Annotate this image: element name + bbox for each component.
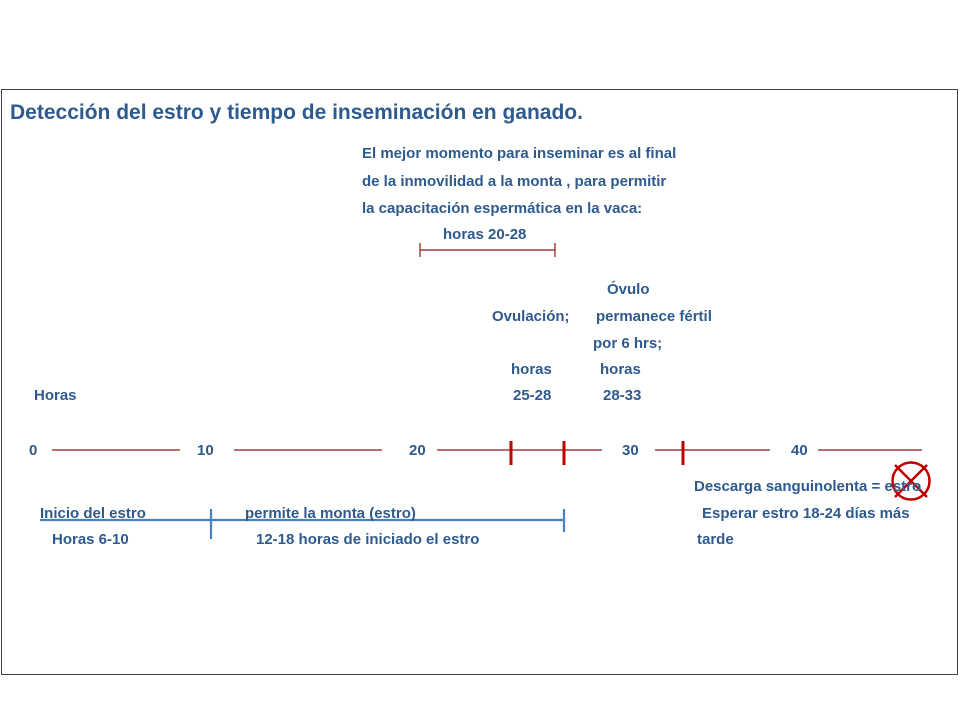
slide-frame <box>1 89 958 675</box>
best-time-hours: horas 20-28 <box>443 226 527 243</box>
mount-label: permite la monta (estro) <box>245 505 416 522</box>
ovulation-hours-range: 25-28 <box>513 387 552 404</box>
scale-label-30: 30 <box>622 442 639 459</box>
ovule-hours-label: horas <box>600 361 641 378</box>
bloody-discharge-line-1: Descarga sanguinolenta = estro <box>694 478 922 495</box>
estrus-start-hours: Horas 6-10 <box>52 531 129 548</box>
ovule-line-2: permanece fértil <box>596 308 712 325</box>
bloody-discharge-line-2: Esperar estro 18-24 días más <box>702 505 910 522</box>
ovule-line-1: Óvulo <box>607 281 650 298</box>
best-time-line-3: la capacitación espermática en la vaca: <box>362 200 643 217</box>
mount-hours: 12-18 horas de iniciado el estro <box>256 531 480 548</box>
scale-label-0: 0 <box>29 442 38 459</box>
estrus-start-label: Inicio del estro <box>40 505 146 522</box>
page-title: Detección del estro y tiempo de insemina… <box>10 101 583 124</box>
ovulation-label: Ovulación; <box>492 308 570 325</box>
ovule-hours-range: 28-33 <box>603 387 642 404</box>
scale-label-20: 20 <box>409 442 426 459</box>
scale-label-40: 40 <box>791 442 808 459</box>
hours-axis-label: Horas <box>34 387 77 404</box>
best-time-line-2: de la inmovilidad a la monta , para perm… <box>362 173 667 190</box>
best-time-line-1: El mejor momento para inseminar es al fi… <box>362 145 677 162</box>
ovulation-hours-label: horas <box>511 361 552 378</box>
ovule-line-3: por 6 hrs; <box>593 335 663 352</box>
bloody-discharge-line-3: tarde <box>697 531 734 548</box>
scale-label-10: 10 <box>197 442 214 459</box>
crossed-circle-icon <box>891 461 931 501</box>
